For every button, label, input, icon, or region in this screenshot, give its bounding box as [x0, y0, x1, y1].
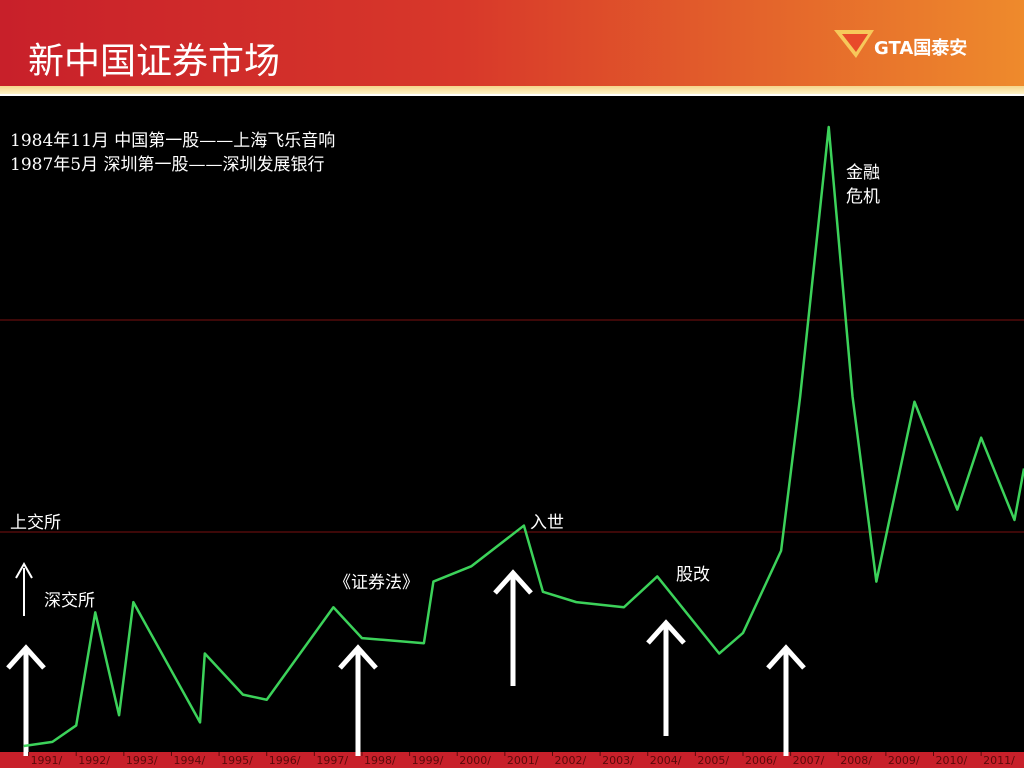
x-tick-label: 2009/: [888, 754, 920, 767]
x-tick-label: 1991/: [31, 754, 63, 767]
logo-text: GTA国泰安: [874, 37, 967, 59]
chart: 1991/1992/1993/1994/1995/1996/1997/1998/…: [0, 96, 1024, 768]
x-tick-label: 1994/: [173, 754, 205, 767]
x-tick-label: 2004/: [650, 754, 682, 767]
annotation: 上交所: [10, 513, 61, 533]
x-tick-label: 2001/: [507, 754, 539, 767]
annotation: 金融: [846, 163, 880, 183]
x-tick-label: 2003/: [602, 754, 634, 767]
x-tick-label: 2008/: [840, 754, 872, 767]
note: 1984年11月 中国第一股——上海飞乐音响: [10, 131, 335, 151]
annotation: 股改: [676, 565, 710, 585]
header: 新中国证券市场 GTA国泰安: [0, 0, 1024, 86]
x-tick-label: 2005/: [697, 754, 729, 767]
header-stripe: [0, 86, 1024, 94]
x-tick-label: 1997/: [316, 754, 348, 767]
slide-title: 新中国证券市场: [28, 41, 281, 82]
note: 1987年5月 深圳第一股——深圳发展银行: [10, 155, 324, 175]
annotation: 《证券法》: [334, 573, 419, 593]
x-tick-label: 1998/: [364, 754, 396, 767]
x-tick-label: 1995/: [221, 754, 253, 767]
x-tick-label: 1996/: [269, 754, 301, 767]
x-tick-label: 1999/: [412, 754, 444, 767]
annotation: 危机: [846, 187, 880, 207]
arrows: [6, 561, 806, 756]
index-line: [23, 125, 1024, 748]
x-tick-label: 2010/: [936, 754, 968, 767]
x-tick-label: 2007/: [793, 754, 825, 767]
logo: GTA国泰安: [834, 30, 967, 59]
x-tick-label: 2002/: [554, 754, 586, 767]
x-tick-label: 2000/: [459, 754, 491, 767]
x-tick-label: 2006/: [745, 754, 777, 767]
x-tick-label: 1993/: [126, 754, 158, 767]
x-tick-label: 1992/: [78, 754, 110, 767]
x-axis-band: [0, 752, 1024, 768]
annotation: 入世: [530, 513, 564, 533]
x-tick-label: 2011/: [983, 754, 1015, 767]
annotation: 深交所: [44, 591, 95, 611]
